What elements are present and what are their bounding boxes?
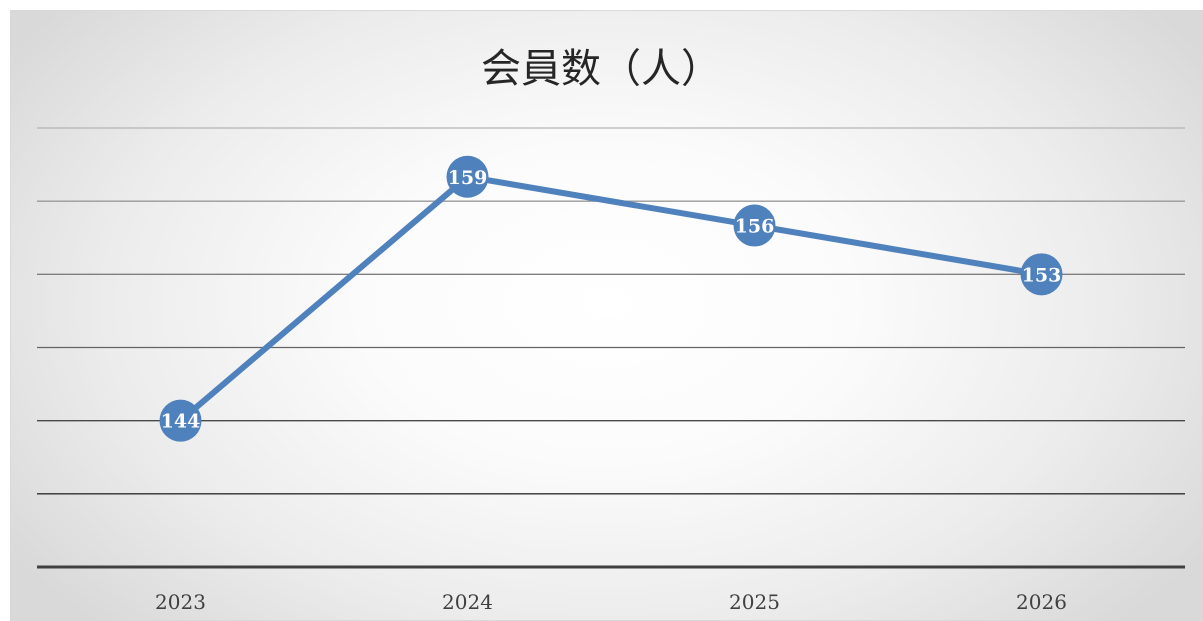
data-label: 144 (161, 411, 201, 433)
x-tick-label: 2023 (155, 590, 206, 614)
data-label: 156 (735, 216, 775, 238)
data-label: 159 (448, 167, 488, 189)
x-tick-labels: 2023 2024 2025 2026 (155, 590, 1067, 614)
gridlines (37, 128, 1185, 494)
x-tick-label: 2024 (442, 590, 493, 614)
x-tick-label: 2025 (729, 590, 780, 614)
series-line (181, 177, 1042, 421)
data-label: 153 (1022, 264, 1062, 286)
chart-title: 会員数（人） (481, 46, 721, 92)
x-tick-label: 2026 (1016, 590, 1067, 614)
series-polyline (181, 177, 1042, 421)
